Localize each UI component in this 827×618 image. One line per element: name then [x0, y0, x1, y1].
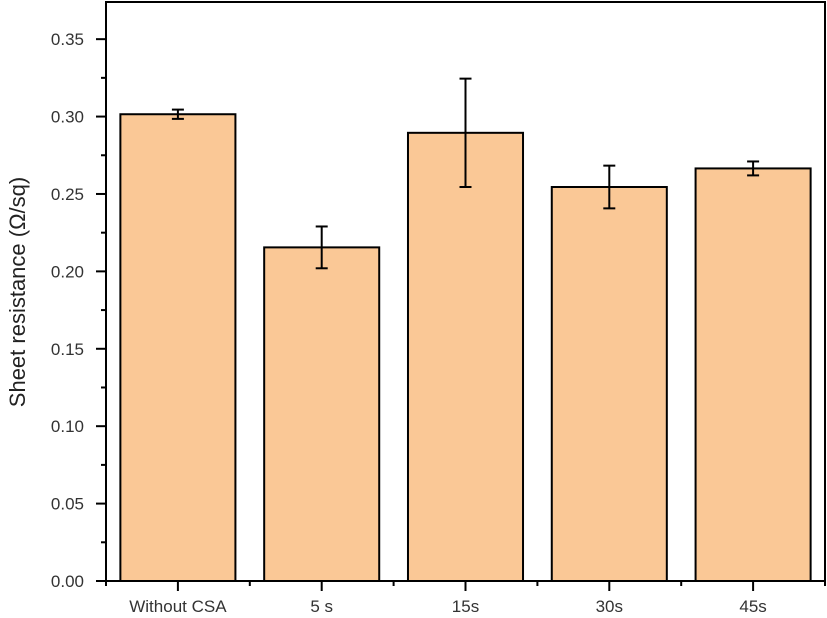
bar: [119, 113, 237, 582]
bar: [694, 167, 812, 582]
y-tick-label: 0.35: [51, 30, 84, 49]
x-axis: Without CSA 5 s 15s 30s 45s: [105, 581, 826, 616]
y-tick-label: 0.10: [51, 417, 84, 436]
y-axis-title: Sheet resistance (Ω/sq): [5, 177, 30, 407]
y-tick-label: 0.15: [51, 340, 84, 359]
bar: [550, 186, 668, 582]
bar: [406, 131, 525, 583]
y-tick-label: 0.00: [51, 572, 84, 591]
bar: [263, 246, 381, 582]
x-tick-label: 30s: [596, 597, 623, 616]
x-tick-label: 15s: [452, 597, 479, 616]
y-axis: 0.00 0.05 0.10 0.15 0.20 0.25 0.30 0.35: [51, 30, 106, 591]
x-tick-label: 5 s: [310, 597, 333, 616]
y-tick-label: 0.05: [51, 495, 84, 514]
x-tick-label: Without CSA: [129, 597, 227, 616]
y-tick-label: 0.30: [51, 108, 84, 127]
y-tick-label: 0.20: [51, 262, 84, 281]
x-tick-label: 45s: [739, 597, 766, 616]
error-bars-group: [171, 77, 760, 270]
y-tick-label: 0.25: [51, 185, 84, 204]
